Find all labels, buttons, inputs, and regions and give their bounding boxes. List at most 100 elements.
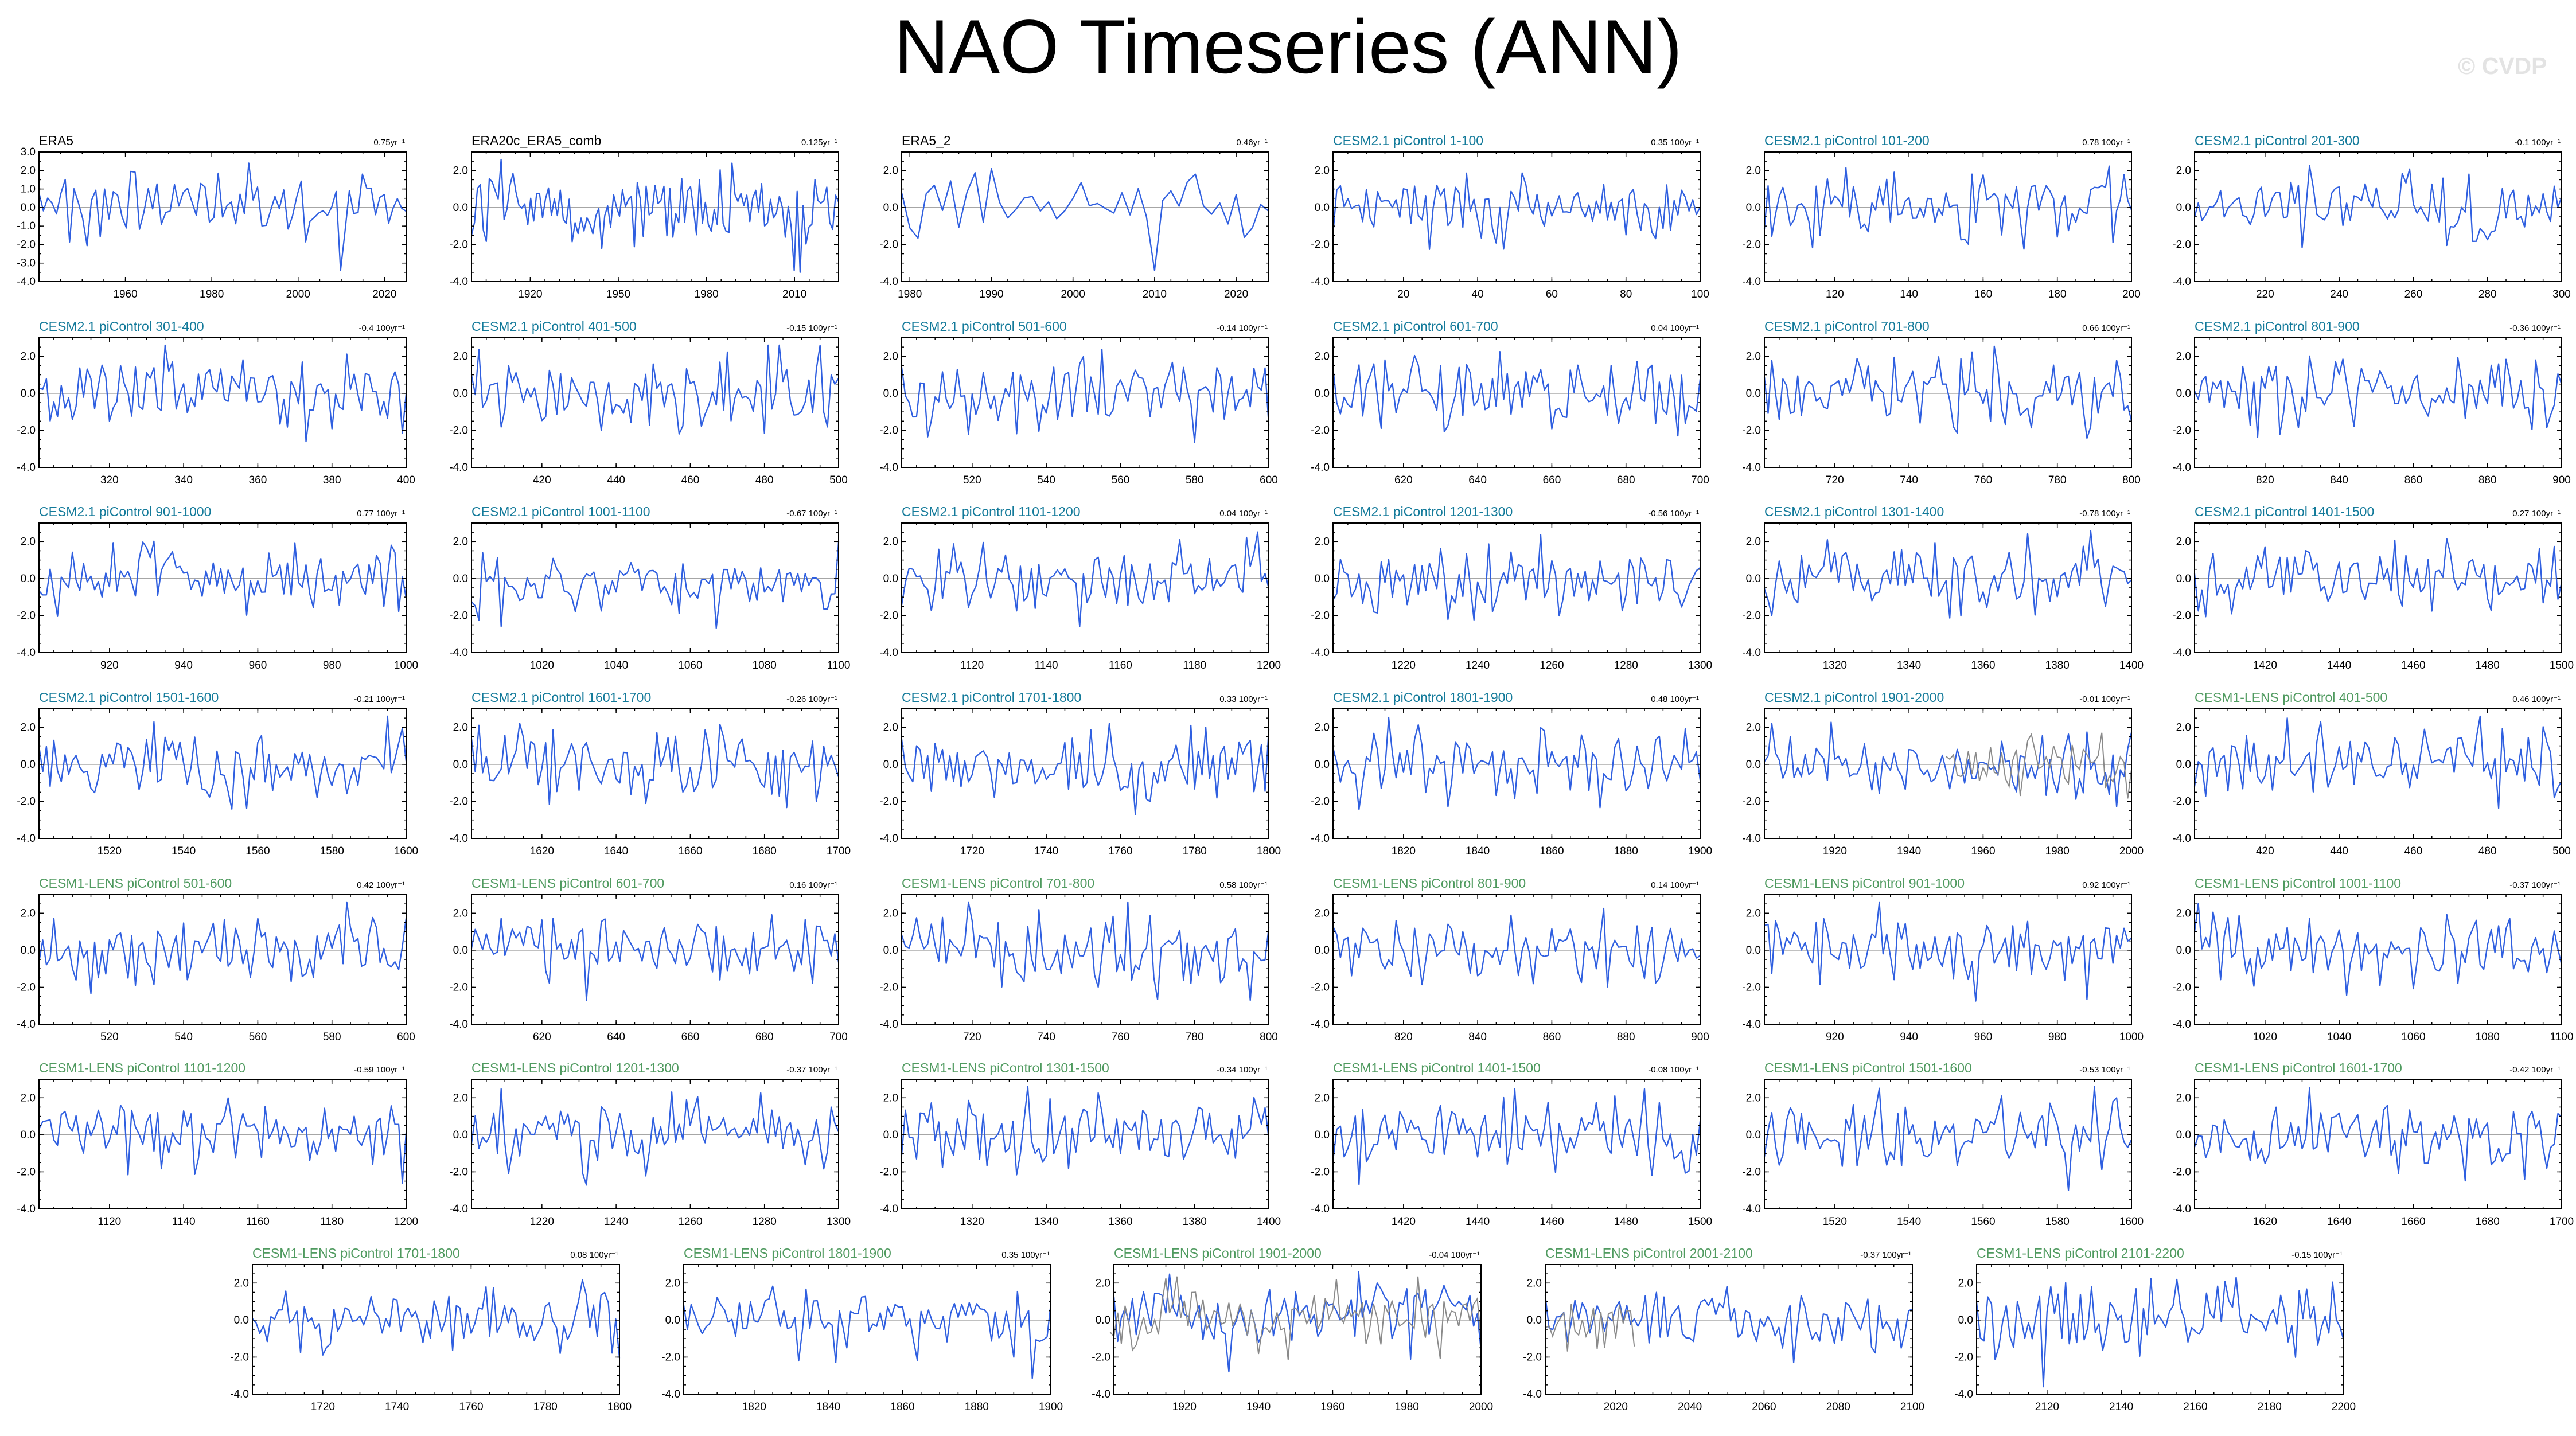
y-tick-label: 2.0 (2176, 907, 2191, 919)
x-tick-label: 880 (1617, 1031, 1635, 1043)
x-tick-label: 1280 (753, 1216, 777, 1228)
chart-panel: CESM1-LENS piControl 1901-2000 -0.04 100y… (1092, 1246, 1493, 1413)
panel-title: CESM1-LENS piControl 2001-2100 (1545, 1246, 1753, 1261)
trend-label: -0.37 100yr⁻¹ (2509, 880, 2561, 890)
x-tick-label: 1100 (827, 660, 851, 672)
panel-title: CESM1-LENS piControl 901-1000 (1764, 876, 1965, 891)
chart-panel: CESM2.1 piControl 801-900 -0.36 100yr⁻¹ 2.… (2172, 319, 2571, 486)
x-tick-label: 1140 (172, 1216, 196, 1228)
y-tick-label: 0.0 (1315, 945, 1330, 957)
y-tick-label: -4.0 (1092, 1388, 1110, 1400)
x-tick-label: 860 (1543, 1031, 1561, 1043)
trend-label: 0.14 100yr⁻¹ (1651, 880, 1699, 890)
chart-panel: CESM2.1 piControl 301-400 -0.4 100yr⁻¹ 2.0… (17, 319, 415, 486)
trend-label: -0.37 100yr⁻¹ (1860, 1250, 1911, 1260)
trend-label: -0.21 100yr⁻¹ (354, 694, 405, 704)
panel-title: CESM2.1 piControl 801-900 (2195, 319, 2360, 334)
y-tick-label: 0.0 (1315, 573, 1330, 585)
x-tick-label: 700 (1691, 474, 1709, 486)
y-tick-label: -4.0 (17, 462, 36, 474)
panel-title: CESM2.1 piControl 1701-1800 (902, 690, 1081, 705)
x-tick-label: 1860 (1540, 845, 1564, 857)
x-tick-label: 1900 (1688, 845, 1712, 857)
trend-label: -0.08 100yr⁻¹ (1648, 1065, 1699, 1075)
plot-frame (471, 708, 839, 839)
chart-panel: CESM2.1 piControl 1401-1500 0.27 100yr⁻¹ 2… (2172, 504, 2574, 672)
chart-panel: CESM2.1 piControl 1101-1200 0.04 100yr⁻¹ 2… (879, 504, 1281, 672)
trend-label: -0.15 100yr⁻¹ (786, 323, 837, 333)
x-tick-label: 1950 (606, 288, 630, 301)
nao-series-line (470, 1088, 840, 1186)
x-tick-label: 1080 (753, 660, 777, 672)
plot-frame (1764, 1079, 2132, 1209)
x-tick-label: 1040 (604, 660, 628, 672)
x-tick-label: 1200 (394, 1216, 418, 1228)
plot-frame (38, 894, 407, 1025)
x-tick-label: 1600 (394, 845, 418, 857)
y-tick-label: -4.0 (1311, 833, 1330, 845)
x-tick-label: 1920 (1823, 845, 1847, 857)
plot-frame (1764, 894, 2132, 1025)
trend-label: 0.27 100yr⁻¹ (2512, 509, 2561, 518)
x-tick-label: 1260 (678, 1216, 702, 1228)
y-tick-label: -2.0 (879, 239, 898, 251)
panel-title: CESM1-LENS piControl 701-800 (902, 876, 1094, 891)
y-tick-label: 0.0 (2176, 573, 2191, 585)
nao-series-line (470, 723, 840, 809)
y-tick-label: -4.0 (1523, 1388, 1542, 1400)
x-tick-label: 640 (607, 1031, 625, 1043)
panel-title: CESM2.1 piControl 301-400 (39, 319, 204, 334)
panel-title: ERA20c_ERA5_comb (471, 133, 601, 148)
x-tick-label: 140 (1900, 288, 1918, 301)
chart-panel: CESM1-LENS piControl 801-900 0.14 100yr⁻¹… (1311, 876, 1709, 1043)
x-tick-label: 640 (1468, 474, 1487, 486)
nao-series-line (1332, 907, 1701, 988)
chart-panel: CESM1-LENS piControl 1001-1100 -0.37 100y… (2172, 876, 2573, 1043)
panel-title: CESM2.1 piControl 1201-1300 (1333, 504, 1513, 519)
x-tick-label: 1500 (2550, 660, 2574, 672)
chart-panel: CESM2.1 piControl 101-200 0.78 100yr⁻¹ 2.0… (1742, 133, 2141, 301)
panel-title: CESM1-LENS piControl 1501-1600 (1764, 1060, 1972, 1075)
panel-title: CESM1-LENS piControl 601-700 (471, 876, 664, 891)
x-tick-label: 1960 (1971, 845, 1995, 857)
x-tick-label: 1580 (320, 845, 344, 857)
y-tick-label: 0.0 (1746, 945, 1761, 957)
x-tick-label: 60 (1546, 288, 1558, 301)
chart-panel: CESM1-LENS piControl 1601-1700 -0.42 100y… (2172, 1060, 2574, 1228)
y-tick-label: 2.0 (453, 350, 468, 362)
x-tick-label: 1900 (1039, 1401, 1063, 1413)
nao-series-line (2193, 165, 2563, 248)
y-tick-label: -4.0 (1742, 462, 1761, 474)
x-tick-label: 440 (2330, 845, 2348, 857)
x-tick-label: 1640 (2327, 1216, 2351, 1228)
y-tick-label: -2.0 (2172, 981, 2191, 993)
x-tick-label: 860 (2404, 474, 2423, 486)
y-tick-label: -4.0 (1742, 276, 1761, 288)
y-tick-label: 0.0 (1746, 1129, 1761, 1141)
y-tick-label: -2.0 (2172, 424, 2191, 436)
trend-label: 0.04 100yr⁻¹ (1651, 323, 1699, 333)
x-tick-label: 1820 (742, 1401, 766, 1413)
y-tick-label: -4.0 (449, 1019, 468, 1031)
panel-title: ERA5 (39, 133, 73, 148)
y-tick-label: 0.0 (21, 759, 36, 771)
observed-overlay-line (1545, 1304, 1635, 1352)
y-tick-label: 0.0 (234, 1314, 249, 1326)
x-tick-label: 1360 (1108, 1216, 1132, 1228)
chart-panel: CESM1-LENS piControl 1401-1500 -0.08 100y… (1311, 1060, 1712, 1228)
x-tick-label: 980 (2048, 1031, 2067, 1043)
y-tick-label: -4.0 (449, 462, 468, 474)
x-tick-label: 940 (1900, 1031, 1918, 1043)
x-tick-label: 620 (1394, 474, 1413, 486)
x-tick-label: 2010 (782, 288, 806, 301)
x-tick-label: 760 (1112, 1031, 1130, 1043)
y-tick-label: 0.0 (883, 202, 898, 214)
nao-series-line (38, 162, 407, 271)
panel-title: CESM2.1 piControl 1901-2000 (1764, 690, 1944, 705)
nao-series-line (470, 344, 839, 435)
trend-label: 0.77 100yr⁻¹ (357, 509, 405, 518)
x-tick-label: 80 (1620, 288, 1632, 301)
x-tick-label: 480 (2478, 845, 2497, 857)
nao-series-line (2193, 715, 2562, 809)
y-tick-label: -2.0 (449, 610, 468, 622)
